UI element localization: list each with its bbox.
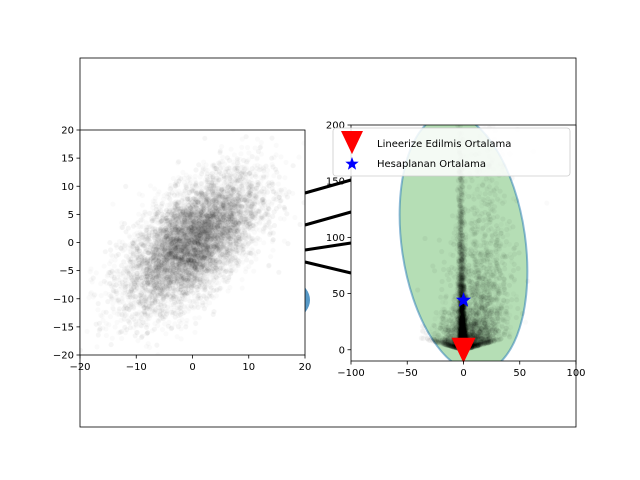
right-scatter-panel: −100 −50 0 50 100 0 50 100 150 200 Lineerize Edi… <box>326 121 586 380</box>
y-tick-label: 0 <box>339 345 345 356</box>
right-covariance-ellipse <box>398 125 529 361</box>
connector-lines <box>304 178 352 275</box>
y-tick-label: 100 <box>326 233 345 244</box>
x-tick-label: 10 <box>242 362 255 373</box>
computed-mean-marker <box>455 292 472 307</box>
legend: Lineerize Edilmis Ortalama Hesaplanan Ort… <box>332 127 571 177</box>
y-tick-label: 5 <box>68 210 74 221</box>
y-tick-label: 15 <box>61 154 74 165</box>
connector-line-1 <box>304 210 352 227</box>
y-tick-label: 200 <box>326 121 345 132</box>
legend-triangle-icon <box>341 131 363 155</box>
legend-label-linearized: Lineerize Edilmis Ortalama <box>377 139 511 150</box>
y-tick-label: −20 <box>53 351 74 362</box>
legend-star-icon <box>345 157 359 170</box>
right-mean-markers <box>451 292 476 363</box>
x-tick-label: −50 <box>397 368 418 379</box>
x-tick-label: −100 <box>337 368 364 379</box>
y-tick-label: −5 <box>59 266 74 277</box>
x-tick-label: 100 <box>566 368 585 379</box>
y-tick-label: 20 <box>61 126 74 137</box>
left-x-ticks: −20 −10 0 10 20 <box>69 355 311 373</box>
right-x-ticks: −100 −50 0 50 100 <box>337 361 586 379</box>
y-tick-label: 50 <box>332 289 345 300</box>
x-tick-label: 20 <box>299 362 312 373</box>
x-tick-label: 0 <box>460 368 466 379</box>
y-tick-label: 150 <box>326 177 345 188</box>
x-tick-label: 0 <box>189 362 195 373</box>
left-y-ticks: −20 −15 −10 −5 0 5 10 15 20 <box>53 126 80 362</box>
y-tick-label: 10 <box>61 182 74 193</box>
connector-line-3 <box>304 260 352 275</box>
right-ellipse <box>398 125 529 361</box>
left-plot-area <box>80 130 305 355</box>
y-tick-label: −10 <box>53 294 74 305</box>
x-tick-label: −10 <box>126 362 147 373</box>
connector-line-0 <box>304 178 352 195</box>
legend-label-computed: Hesaplanan Ortalama <box>377 159 486 170</box>
connector-line-2 <box>304 241 352 252</box>
right-y-ticks: 0 50 100 150 200 <box>326 121 351 356</box>
x-tick-label: −20 <box>69 362 90 373</box>
y-tick-label: −15 <box>53 322 74 333</box>
left-scatter-panel: −20 −10 0 10 20 −20 −15 −10 −5 0 5 10 15 20 <box>53 126 311 374</box>
legend-box <box>332 127 571 177</box>
x-tick-label: 50 <box>513 368 526 379</box>
y-tick-label: 0 <box>68 238 74 249</box>
linearized-mean-marker <box>451 337 476 363</box>
